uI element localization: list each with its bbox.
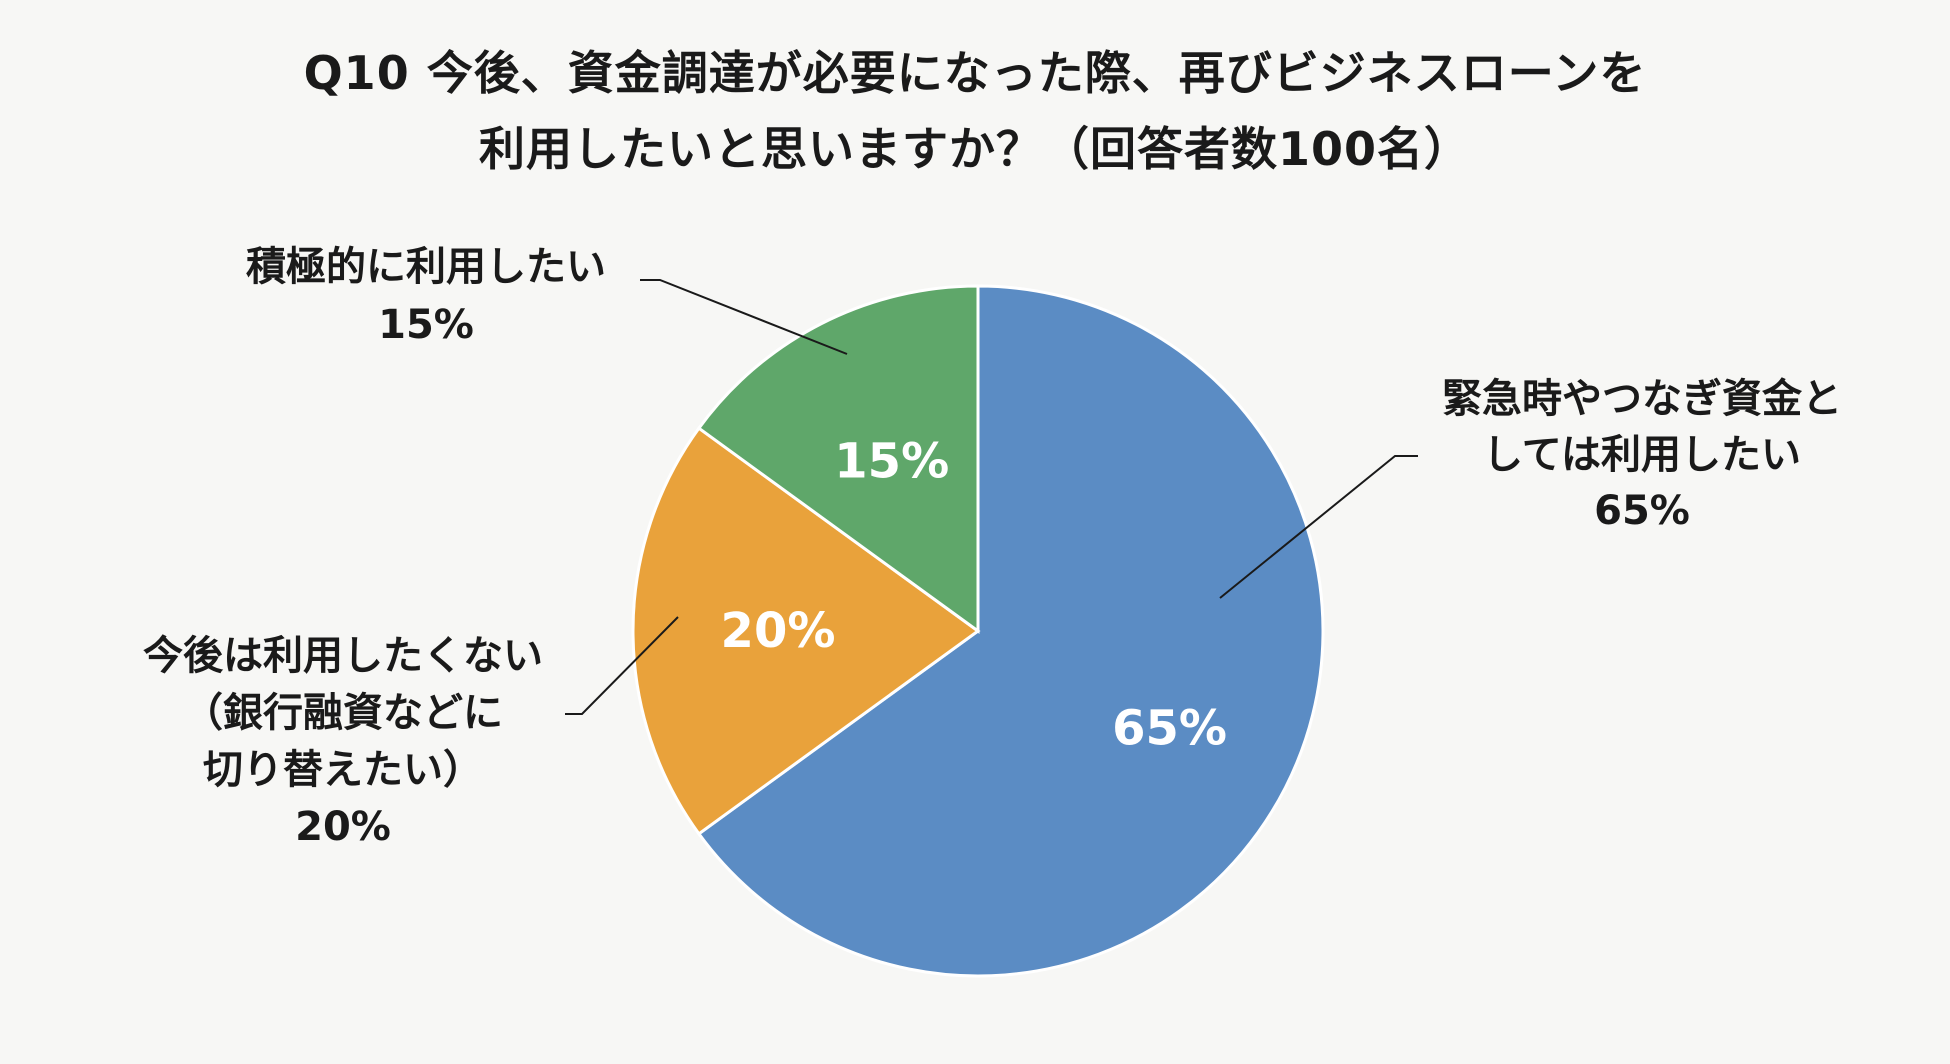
category-label-not-use-line-2: （銀行融資などに	[183, 690, 503, 736]
chart-title-line-1: Q10 今後、資金調達が必要になった際、再びビジネスローンを	[303, 46, 1647, 100]
leader-line-not-use	[565, 616, 679, 715]
pie-slice-active	[696, 284, 980, 634]
pie-slice-not-use	[631, 426, 981, 836]
slice-value-label-active: 15%	[834, 434, 949, 490]
category-value-emergency: 65%	[1594, 488, 1690, 534]
category-label-emergency-line-2: しては利用したい	[1483, 432, 1801, 478]
category-label-not-use-line-3: 切り替えたい）	[203, 747, 483, 793]
slice-value-label-not-use: 20%	[721, 603, 836, 659]
leader-line-active	[640, 279, 848, 355]
category-label-active-line-1: 積極的に利用したい	[246, 244, 606, 290]
category-label-not-use-line-1: 今後は利用したくない	[143, 633, 543, 679]
chart-title-line-2: 利用したいと思いますか？（回答者数100名）	[478, 122, 1472, 176]
chart-title: Q10 今後、資金調達が必要になった際、再びビジネスローンを 利用したいと思いま…	[0, 35, 1950, 187]
category-label-emergency-line-1: 緊急時やつなぎ資金と	[1442, 376, 1842, 422]
slice-value-label-emergency: 65%	[1112, 701, 1227, 757]
pie-slice-emergency	[696, 284, 1325, 978]
category-value-active: 15%	[378, 302, 474, 348]
category-value-not-use: 20%	[295, 804, 391, 850]
leader-line-emergency	[1219, 455, 1418, 599]
